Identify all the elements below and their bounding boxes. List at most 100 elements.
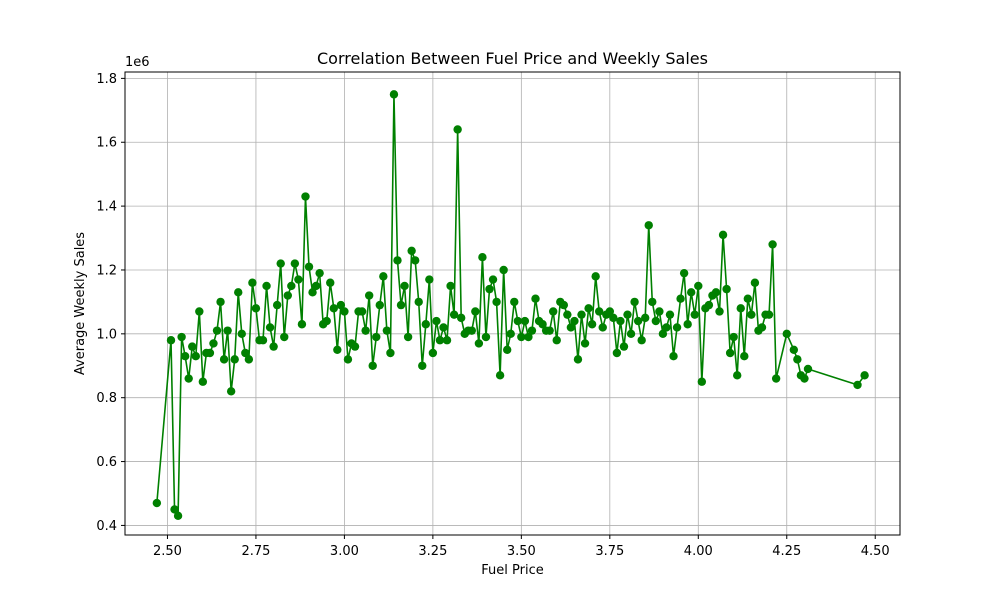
data-point (425, 275, 434, 284)
data-point (364, 291, 374, 300)
data-point (676, 294, 685, 303)
data-point (740, 351, 749, 361)
data-point (580, 339, 590, 348)
data-point (205, 348, 215, 358)
data-point (549, 307, 558, 316)
y-tick-label: 1.0 (96, 327, 117, 342)
data-point (439, 323, 448, 332)
data-point (658, 329, 668, 339)
data-point (587, 320, 597, 329)
data-point (616, 316, 625, 326)
data-point (633, 316, 643, 326)
data-point (308, 288, 317, 297)
data-point (474, 339, 484, 348)
data-point (750, 278, 760, 287)
data-point (269, 342, 278, 351)
data-point (340, 307, 349, 316)
data-point (166, 336, 176, 345)
data-point (679, 268, 689, 278)
x-tick-label: 4.00 (684, 544, 713, 559)
data-point (641, 313, 650, 323)
data-point (694, 281, 703, 291)
data-point (471, 307, 480, 316)
data-point (598, 323, 607, 332)
data-point (803, 364, 813, 374)
x-tick-label: 3.25 (418, 544, 447, 559)
data-point (715, 307, 724, 316)
data-point (506, 329, 515, 339)
data-point (372, 332, 381, 342)
data-point (655, 307, 664, 316)
data-point (311, 281, 321, 291)
y-tick-label: 1.4 (96, 200, 117, 215)
data-point (637, 336, 646, 345)
data-point (531, 294, 540, 303)
data-point (223, 326, 232, 335)
data-point (612, 348, 622, 358)
data-point (725, 348, 735, 358)
data-point (690, 310, 699, 319)
data-point (152, 498, 162, 508)
data-series (152, 90, 869, 521)
chart-title: Correlation Between Fuel Price and Weekl… (317, 49, 708, 68)
data-point (212, 326, 222, 335)
data-point (704, 300, 714, 310)
data-point (538, 320, 547, 329)
data-point (326, 278, 335, 287)
data-point (605, 307, 615, 316)
data-point (386, 348, 395, 358)
data-point (418, 361, 427, 370)
data-point (400, 281, 409, 291)
data-point (584, 304, 593, 313)
y-tick-label: 1.6 (96, 136, 117, 151)
data-point (768, 240, 777, 249)
data-point (315, 268, 324, 278)
data-point (389, 90, 399, 99)
data-point (492, 297, 501, 307)
data-point (481, 332, 491, 342)
data-point (209, 339, 218, 348)
data-point (665, 310, 675, 319)
data-point (287, 281, 296, 291)
data-point (672, 323, 682, 332)
data-point (718, 230, 728, 240)
data-point (757, 323, 767, 332)
data-point (573, 355, 583, 364)
y-axis-title: Average Weekly Sales (73, 232, 88, 375)
data-point (559, 300, 569, 310)
data-point (577, 310, 586, 319)
data-point (435, 336, 445, 345)
data-point (527, 326, 537, 335)
data-point (265, 323, 275, 332)
data-point (630, 297, 639, 307)
data-point (733, 371, 742, 380)
grid-lines (125, 72, 900, 535)
x-tick-label: 3.75 (595, 544, 624, 559)
data-point (736, 304, 745, 313)
data-point (853, 380, 862, 390)
data-point (456, 313, 466, 323)
data-point (513, 316, 523, 326)
data-point (343, 355, 353, 364)
data-point (421, 320, 430, 329)
x-tick-label: 3.00 (330, 544, 359, 559)
data-point (336, 300, 346, 310)
data-point (350, 342, 360, 351)
data-point (216, 297, 225, 307)
data-point (251, 304, 261, 313)
data-point (488, 275, 498, 284)
data-point (800, 374, 809, 383)
data-point (272, 300, 282, 310)
data-point (198, 377, 208, 386)
plot-frame (124, 71, 901, 536)
data-point (697, 377, 707, 386)
data-point (552, 336, 561, 345)
data-point (711, 288, 721, 297)
data-point (446, 281, 455, 291)
data-point (510, 297, 519, 307)
data-point (333, 345, 342, 354)
data-point (410, 256, 420, 265)
data-point (683, 320, 692, 329)
data-point (478, 253, 487, 262)
data-point (520, 316, 530, 326)
